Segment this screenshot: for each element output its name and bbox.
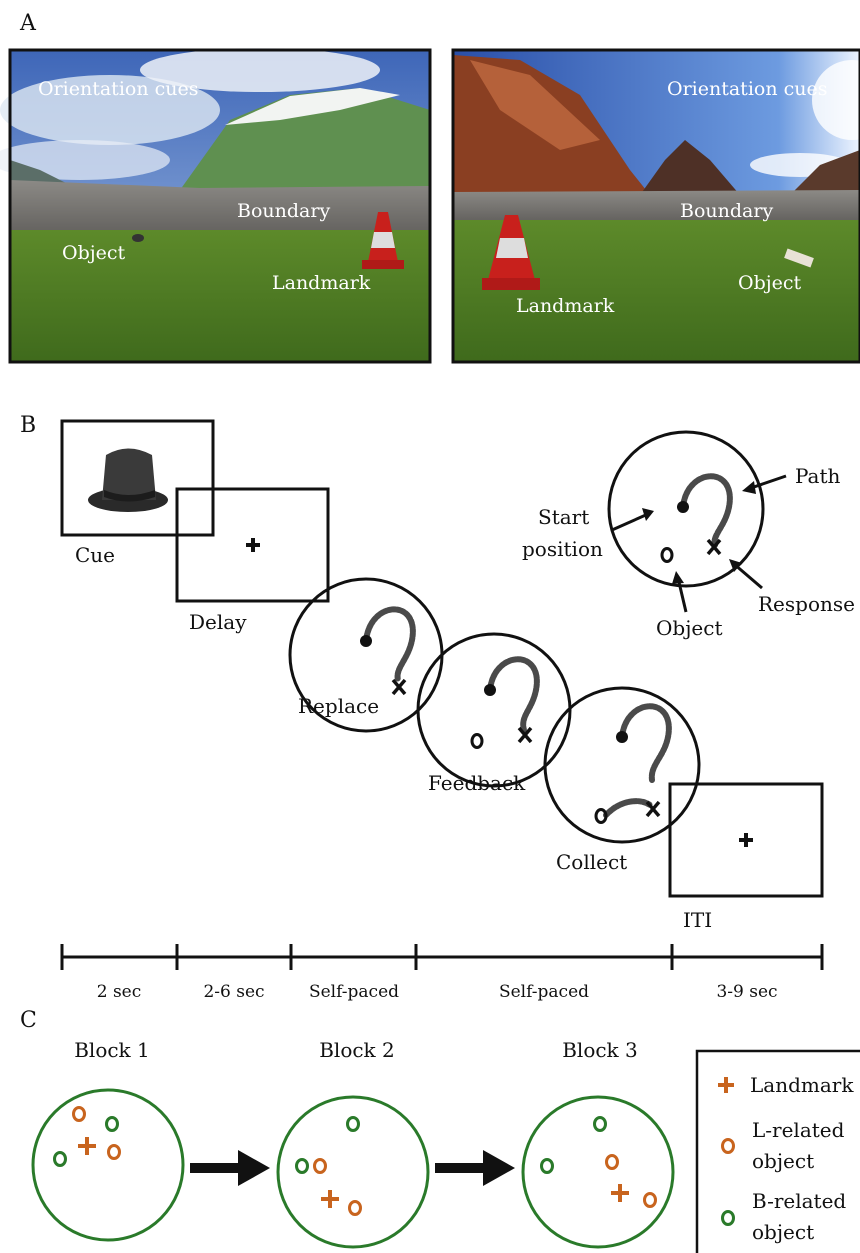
block-title: Block 1	[74, 1038, 150, 1062]
scene-label: Orientation cues	[667, 78, 827, 100]
stage-label: Feedback	[428, 771, 526, 795]
timeline-label: 3-9 sec	[716, 982, 777, 1002]
block-title: Block 2	[319, 1038, 395, 1062]
stage-label: Cue	[75, 543, 115, 567]
legend-label: B-related	[752, 1189, 846, 1213]
inset-label: position	[522, 537, 603, 561]
timeline-label: Self-paced	[309, 982, 399, 1002]
legend-label: L-related	[752, 1118, 845, 1142]
panel-label: C	[20, 1008, 37, 1033]
legend-label: Landmark	[750, 1073, 854, 1097]
timeline-label: Self-paced	[499, 982, 589, 1002]
panel-label: A	[19, 11, 37, 36]
inset-label: Start	[538, 505, 589, 529]
stage-label: ITI	[683, 908, 712, 932]
panel-label: B	[20, 413, 36, 438]
stage-label: Replace	[298, 694, 379, 718]
block-title: Block 3	[562, 1038, 638, 1062]
scene-label: Boundary	[237, 200, 330, 222]
legend-label: object	[752, 1220, 814, 1244]
block-arrows	[190, 1150, 515, 1186]
inset-label: Object	[656, 616, 722, 640]
inset-label: Path	[795, 464, 841, 488]
scene-label: Landmark	[272, 272, 371, 294]
stage-label: Delay	[189, 610, 247, 634]
scene-label: Boundary	[680, 200, 773, 222]
timeline	[60, 944, 824, 970]
iti-box	[668, 782, 824, 898]
cue-box	[60, 419, 215, 537]
block-circles	[31, 1088, 675, 1249]
delay-box	[175, 487, 330, 603]
inset-label: Response	[758, 592, 855, 616]
collect-circle	[543, 686, 701, 844]
scene-label: Orientation cues	[38, 78, 198, 100]
legend	[695, 1049, 860, 1253]
inset-circle	[607, 430, 787, 613]
timeline-label: 2-6 sec	[203, 982, 264, 1002]
scene-right	[451, 48, 860, 364]
legend-label: object	[752, 1149, 814, 1173]
scene-label: Object	[62, 242, 126, 264]
scene-left	[0, 48, 432, 364]
timeline-label: 2 sec	[97, 982, 142, 1002]
stage-label: Collect	[556, 850, 627, 874]
scene-label: Landmark	[516, 295, 615, 317]
scene-label: Object	[738, 272, 802, 294]
feedback-circle	[416, 632, 572, 788]
